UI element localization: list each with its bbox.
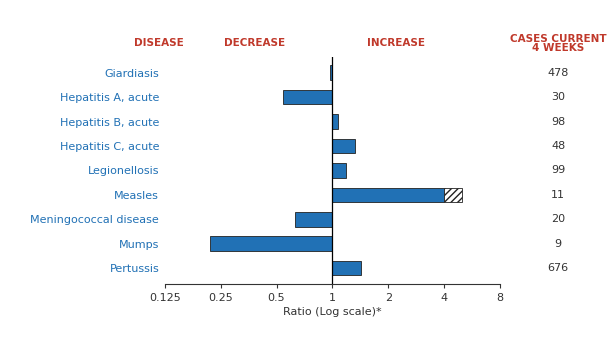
Bar <box>332 139 355 153</box>
Bar <box>332 114 338 129</box>
Bar <box>444 187 462 202</box>
Bar <box>332 187 444 202</box>
Text: 99: 99 <box>551 165 565 175</box>
Text: DECREASE: DECREASE <box>224 38 285 48</box>
Text: 98: 98 <box>551 116 565 126</box>
Text: 478: 478 <box>547 68 569 78</box>
X-axis label: Ratio (Log scale)*: Ratio (Log scale)* <box>283 307 382 317</box>
Text: 20: 20 <box>551 214 565 224</box>
Text: 48: 48 <box>551 141 565 151</box>
Text: 4 WEEKS: 4 WEEKS <box>532 43 584 53</box>
Bar <box>332 163 346 178</box>
Bar <box>283 90 332 104</box>
Text: DISEASE: DISEASE <box>134 38 184 48</box>
Text: 9: 9 <box>554 239 562 249</box>
Bar <box>210 236 332 251</box>
Text: 30: 30 <box>551 92 565 102</box>
Text: 676: 676 <box>548 263 569 273</box>
Text: 11: 11 <box>551 190 565 200</box>
Bar <box>332 261 361 275</box>
Text: INCREASE: INCREASE <box>367 38 425 48</box>
Bar <box>330 65 332 80</box>
Text: CASES CURRENT: CASES CURRENT <box>510 34 606 44</box>
Bar <box>295 212 332 226</box>
